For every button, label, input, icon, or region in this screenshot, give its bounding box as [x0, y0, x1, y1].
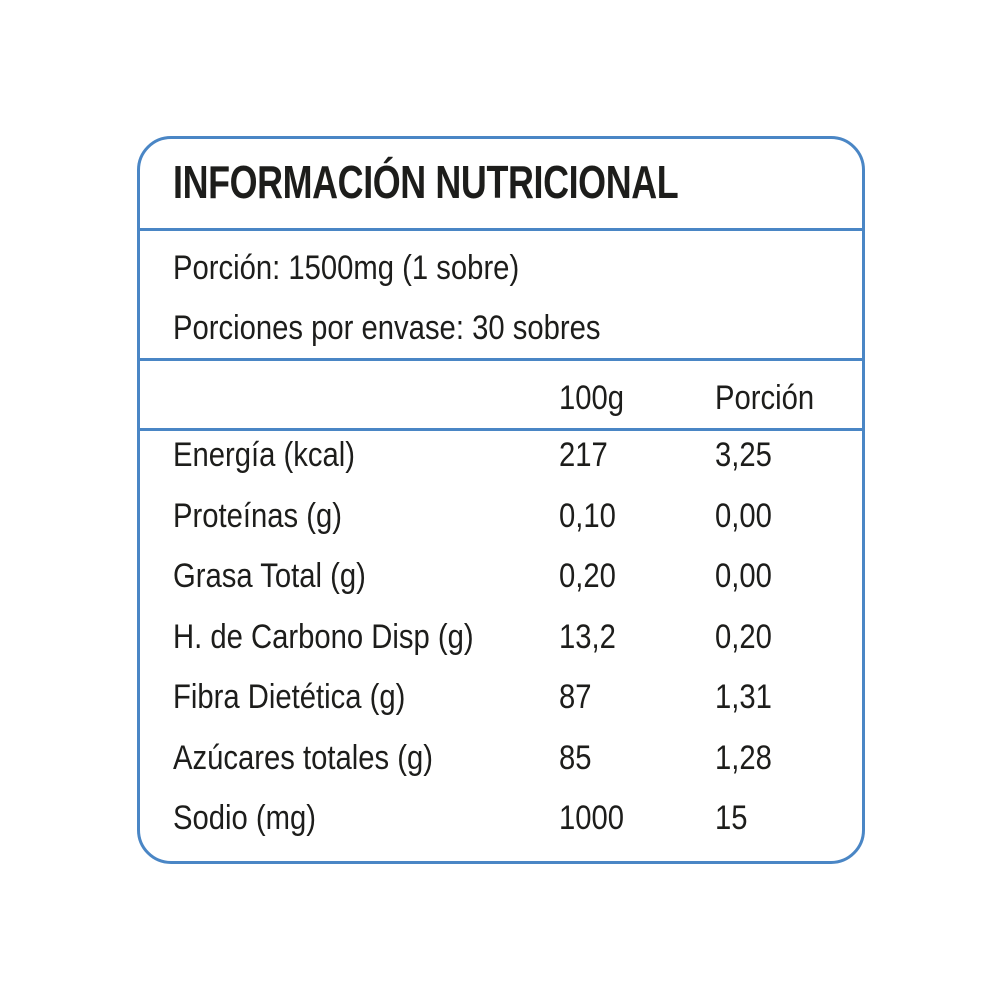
nutrient-value-100g: 85	[559, 738, 592, 777]
nutrient-row-energy: Energía (kcal) 217 3,25	[140, 436, 862, 497]
label-title: INFORMACIÓN NUTRICIONAL	[173, 156, 679, 208]
column-header-100g: 100g	[559, 379, 625, 417]
nutrient-value-portion: 15	[715, 799, 748, 837]
nutrient-name: Energía (kcal)	[173, 436, 356, 474]
nutrient-row-sodium: Sodio (mg) 1000 15	[140, 799, 862, 860]
nutrient-value-portion: 1,31	[715, 678, 772, 716]
nutrient-value-100g: 1000	[559, 799, 625, 837]
nutrient-row-fiber: Fibra Dietética (g) 87 1,31	[140, 678, 862, 739]
nutrient-value-100g: 87	[559, 678, 592, 716]
serving-divider	[140, 358, 862, 361]
nutrient-row-sugars: Azúcares totales (g) 85 1,28	[140, 739, 862, 800]
nutrient-value-portion: 3,25	[715, 436, 772, 474]
nutrient-name: Azúcares totales (g)	[173, 738, 434, 777]
nutrient-value-100g: 0,10	[559, 496, 616, 535]
header-divider	[140, 428, 862, 431]
serving-size: Porción: 1500mg (1 sobre)	[173, 249, 520, 287]
column-header-portion: Porción	[715, 379, 815, 417]
nutrient-row-total-fat: Grasa Total (g) 0,20 0,00	[140, 557, 862, 618]
nutrient-row-protein: Proteínas (g) 0,10 0,00	[140, 497, 862, 558]
nutrient-value-portion: 0,00	[715, 557, 772, 595]
nutrient-value-100g: 217	[559, 436, 608, 474]
nutrient-value-portion: 0,00	[715, 496, 772, 535]
nutrient-name: Fibra Dietética (g)	[173, 678, 406, 716]
servings-per-container: Porciones por envase: 30 sobres	[173, 309, 601, 347]
title-divider	[140, 228, 862, 231]
nutrient-name: Proteínas (g)	[173, 496, 343, 535]
nutrient-value-portion: 1,28	[715, 738, 772, 777]
nutrient-name: Grasa Total (g)	[173, 557, 366, 595]
nutrient-rows: Energía (kcal) 217 3,25 Proteínas (g) 0,…	[140, 436, 862, 860]
nutrient-name: Sodio (mg)	[173, 799, 317, 837]
nutrient-value-100g: 0,20	[559, 557, 616, 595]
nutrient-row-carbohydrates: H. de Carbono Disp (g) 13,2 0,20	[140, 618, 862, 679]
nutrient-value-portion: 0,20	[715, 617, 772, 656]
nutrient-value-100g: 13,2	[559, 617, 616, 656]
nutrient-name: H. de Carbono Disp (g)	[173, 617, 474, 656]
nutrition-label: INFORMACIÓN NUTRICIONAL Porción: 1500mg …	[137, 136, 865, 864]
